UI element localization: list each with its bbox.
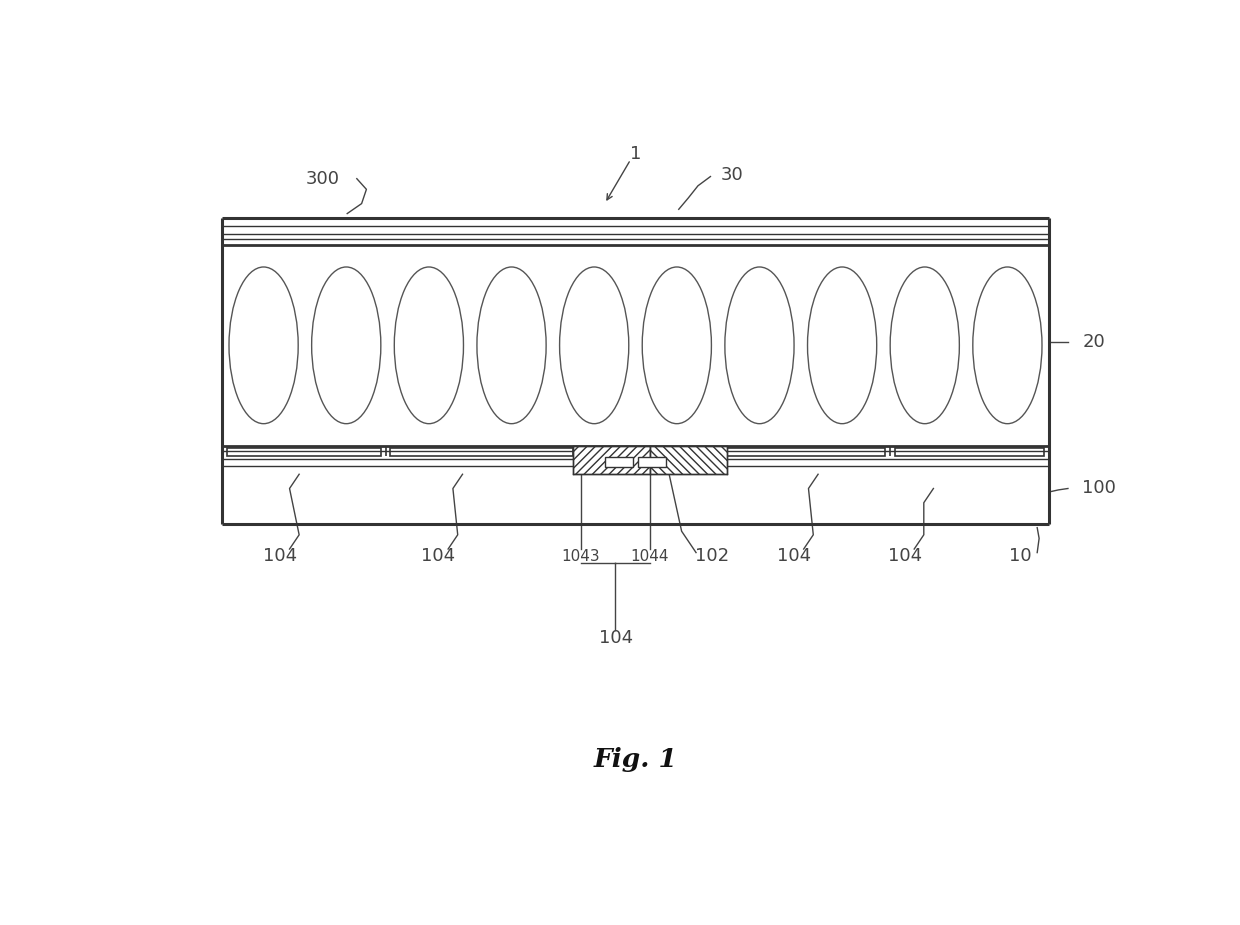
- Text: 1043: 1043: [562, 549, 600, 563]
- Bar: [727, 448, 885, 456]
- Text: 104: 104: [263, 548, 298, 565]
- Bar: [391, 448, 573, 456]
- Bar: [605, 457, 632, 467]
- Text: 104: 104: [888, 548, 921, 565]
- Text: 102: 102: [696, 548, 729, 565]
- Bar: [650, 446, 727, 475]
- Text: 100: 100: [1083, 479, 1116, 498]
- Text: 1044: 1044: [631, 549, 670, 563]
- Text: 1: 1: [630, 144, 641, 163]
- Bar: [227, 448, 381, 456]
- Text: 104: 104: [599, 629, 634, 647]
- Text: 10: 10: [1008, 548, 1032, 565]
- Bar: [573, 446, 650, 475]
- Text: 30: 30: [720, 166, 743, 184]
- Text: 20: 20: [1083, 334, 1105, 352]
- Text: 300: 300: [306, 169, 340, 188]
- Text: 104: 104: [422, 548, 455, 565]
- Text: 104: 104: [777, 548, 811, 565]
- Text: Fig. 1: Fig. 1: [594, 746, 677, 771]
- Bar: [895, 448, 1044, 456]
- Bar: [639, 457, 666, 467]
